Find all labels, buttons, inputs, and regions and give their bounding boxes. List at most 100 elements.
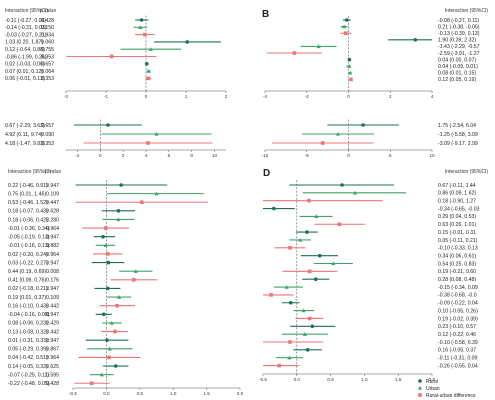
legend-marker-rural [418, 379, 422, 383]
ci-label: -0.11 (-0.27, 0.06) [5, 18, 46, 24]
ci-label: -0.05 (-0.19, 0.13) [8, 235, 50, 241]
ci-label: 0.18 (-0.90, 1.27 [438, 199, 476, 205]
x-tick-label: 4 [431, 94, 434, 99]
estimate-marker [106, 260, 111, 265]
estimate-marker [105, 286, 110, 291]
ci-label: 0.75 (0.01, 1.46) [8, 191, 46, 197]
x-tick-label: 0.0 [103, 391, 110, 396]
panel-a-block-2: 0.67 (-2.29, 3.63)0.657 4.92 (0.11, 9.74)… [5, 119, 226, 158]
ci-label: 0.54 (0.25, 0.83) [438, 261, 476, 267]
p-value-label: 0.008 [46, 269, 59, 275]
estimate-marker [119, 183, 123, 187]
estimate-marker [307, 269, 312, 274]
estimate-marker [99, 372, 104, 377]
panel-d: 0.67 (-0.11, 1.44 0.86 (0.09, 1.62) 0.18 (… [259, 180, 480, 382]
p-value-label: 0.964 [46, 226, 59, 232]
x-tick-label: 5 [389, 153, 392, 158]
legend-marker-urban [417, 385, 423, 390]
ci-label: 0.10 (-0.05, 0.26) [438, 308, 478, 314]
ci-label: -0.22 (-0.48, 0.05) [8, 381, 50, 387]
p-value-label: 0.353 [41, 54, 54, 60]
estimate-marker [272, 206, 276, 211]
ci-label: -0.11 (-0.31, 0.09 [438, 356, 478, 362]
estimate-marker [154, 131, 159, 136]
x-tick-label: 1.5 [395, 377, 402, 382]
estimate-marker [185, 40, 189, 44]
x-tick-label: 2 [225, 94, 228, 99]
ci-label: 0.04 (-0.42, 0.51) [8, 355, 48, 361]
p-value-label: 0.964 [46, 252, 59, 258]
p-value-label: 0.064 [41, 69, 54, 75]
panel-c: 0.22 (-0.46, 0.91) 0.947 0.75 (0.01, 1.46)… [8, 179, 244, 396]
ci-label: 0.21 (-0.38, -0.05) [438, 24, 480, 30]
estimate-marker [342, 24, 347, 29]
ci-label: 4.92 (0.11, 9.74) [5, 132, 43, 138]
ci-label: 0.22 (-0.46, 0.91) [8, 183, 48, 189]
estimate-marker [109, 320, 114, 325]
ci-label: 0.06 (-0.01, 0.13) [5, 76, 45, 82]
estimate-marker [288, 246, 292, 250]
x-tick-label: 8 [190, 153, 193, 158]
estimate-marker [89, 381, 94, 386]
ci-label: -0.10 (-0.33, 0.13 [438, 246, 478, 252]
x-tick-label: 0.0 [294, 377, 301, 382]
ci-label: -1.43 (-2.29, -0.57 [438, 44, 480, 50]
ci-label: -0.10 (-0.58, 0.39 [438, 340, 478, 346]
x-tick-label: 1.0 [361, 377, 368, 382]
p-value-label: 0.428 [46, 381, 59, 387]
ci-label: 0.02 (-0.03, 0.06) [5, 62, 45, 68]
ci-label: -0.15 (-0.34, 0.09 [438, 285, 478, 291]
estimate-marker [287, 355, 292, 360]
estimate-marker [113, 364, 118, 368]
ci-label: 0.12 (-0.22, 0.46 [438, 332, 476, 338]
estimate-marker [105, 252, 110, 256]
p-value-label: 0.429 [46, 321, 59, 327]
estimate-marker [146, 76, 151, 81]
x-tick-label: 10 [429, 153, 435, 158]
p-value-label: 0.595 [46, 372, 59, 378]
ci-label: 0.02 (-0.18, 0.21) [8, 286, 48, 292]
estimate-marker [343, 31, 348, 35]
ci-label: 0.18 (-0.06, 0.42) [8, 217, 48, 223]
estimate-marker [105, 338, 109, 342]
ci-label: -3.09 (-9.17, 2.99 [438, 141, 478, 147]
ci-label: 0.63 (0.26, 1.01) [438, 222, 476, 228]
p-value-label: 0.628 [46, 209, 59, 215]
p-value-label: 0.657 [41, 62, 54, 68]
estimate-marker [316, 44, 321, 49]
estimate-marker [307, 316, 312, 321]
p-value-label: 0.947 [46, 260, 59, 266]
ci-label: -1.25 (-5.58, 3.09 [438, 132, 478, 138]
ci-label: -0.38 (-0.68, -0.0 [438, 293, 477, 299]
ci-label: 0.08 (0.01, 0.15) [438, 71, 476, 77]
ci-label: 0.19 (0.01, 0.37) [8, 295, 46, 301]
estimate-marker [115, 303, 119, 308]
p-value-label: 0.353 [41, 141, 54, 147]
estimate-marker [109, 54, 114, 59]
x-tick-label: 0 [99, 153, 102, 158]
estimate-marker [154, 191, 159, 196]
ci-label: 0.86 (0.09, 1.62) [438, 191, 476, 197]
ci-label: 0.19 (-0.02, 0.39) [438, 316, 478, 322]
x-tick-label: -2 [75, 153, 80, 158]
estimate-marker [284, 284, 289, 289]
estimate-marker [146, 141, 150, 145]
estimate-marker [345, 18, 349, 22]
estimate-marker [292, 51, 297, 55]
estimate-marker [106, 123, 110, 127]
p-value-label: 0.109 [46, 295, 59, 301]
p-value-label: 0.947 [46, 338, 59, 344]
ci-label: 0.01 (-0.31, 0.33) [8, 338, 48, 344]
estimate-marker [348, 70, 353, 75]
x-tick-label: 0.5 [137, 391, 144, 396]
ci-label: -0.01 (-0.36, 0.34) [8, 226, 50, 232]
x-tick-label: 0 [347, 94, 350, 99]
ci-label: -2.59 (-3.91, -1.27 [438, 51, 480, 57]
ci-label: 0.34 (0.06, 0.61) [438, 253, 476, 259]
p-value-label: 0.353 [41, 76, 54, 82]
ci-label: -0.03 (-0.27, 0.21) [5, 32, 47, 38]
estimate-marker [103, 226, 108, 230]
ci-label: 0.29 (0.04, 0.53) [438, 214, 476, 220]
